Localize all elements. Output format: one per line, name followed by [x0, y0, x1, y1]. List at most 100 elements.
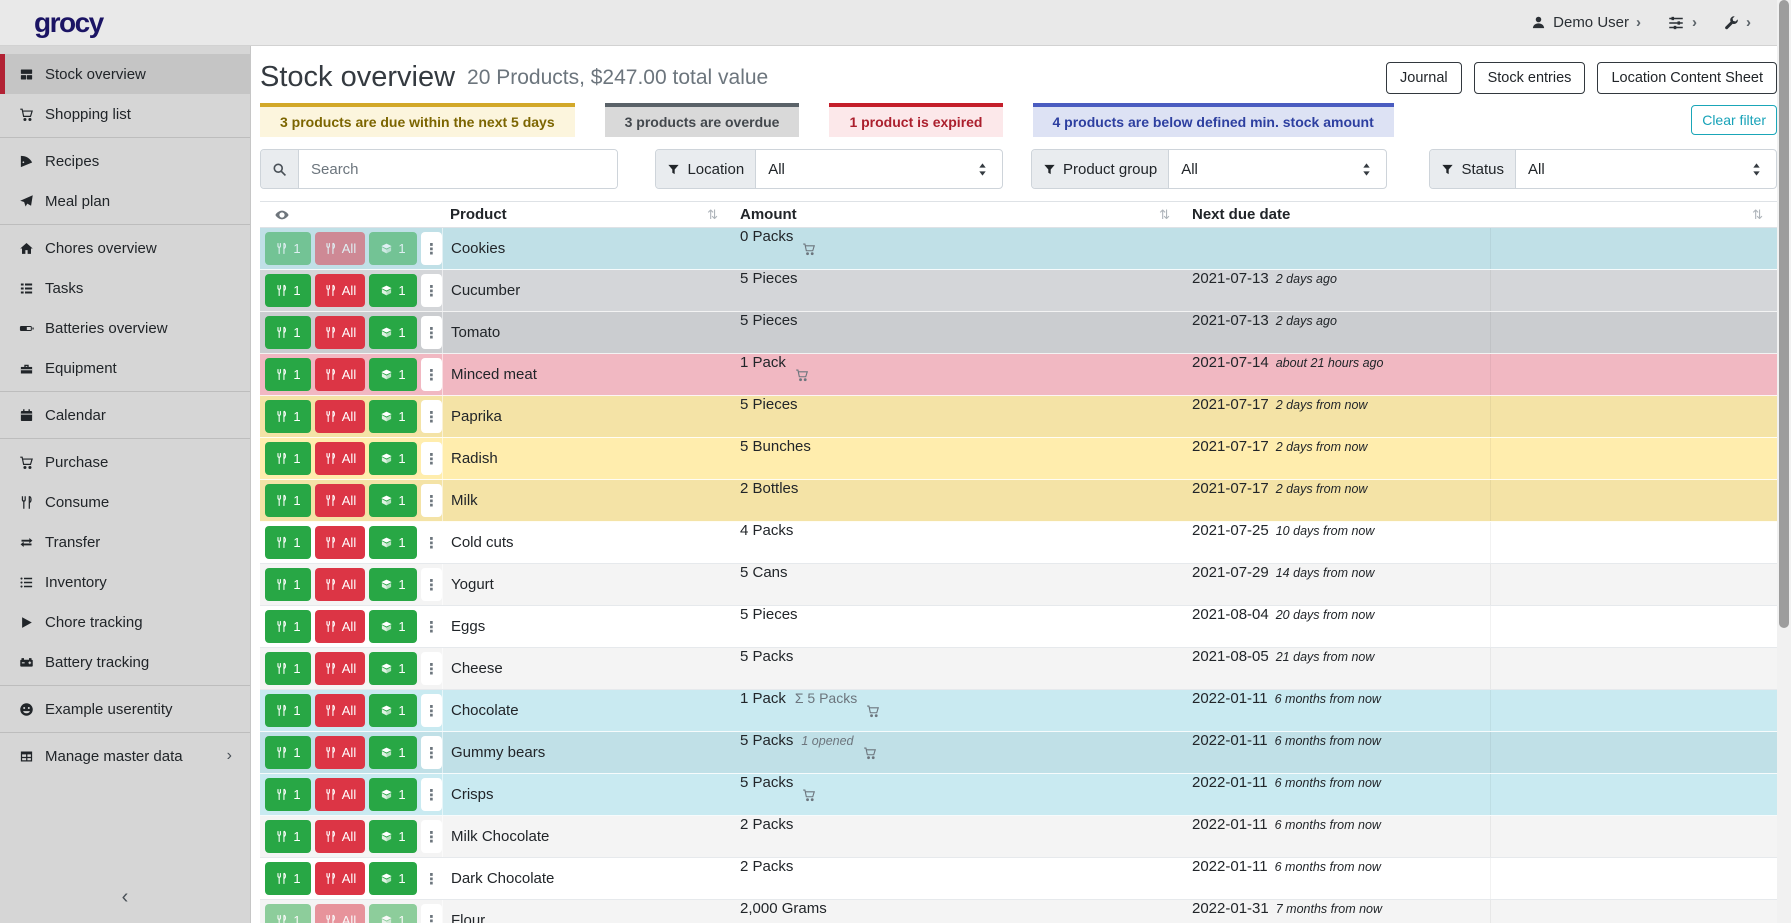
- row-menu-button[interactable]: ⋮: [421, 820, 442, 853]
- clear-filter-button[interactable]: Clear filter: [1691, 105, 1777, 135]
- sidebar-item-chores-overview[interactable]: Chores overview: [0, 228, 250, 268]
- open-one-button[interactable]: 1: [369, 904, 417, 923]
- sidebar-item-meal-plan[interactable]: Meal plan: [0, 181, 250, 221]
- consume-one-button[interactable]: 1: [265, 316, 311, 349]
- shopping-cart-icon[interactable]: [802, 788, 816, 802]
- sidebar-item-purchase[interactable]: Purchase: [0, 442, 250, 482]
- sidebar-item-shopping-list[interactable]: Shopping list: [0, 94, 250, 134]
- consume-all-button[interactable]: All: [315, 400, 365, 433]
- open-one-button[interactable]: 1: [369, 652, 417, 685]
- sidebar-collapse-button[interactable]: ‹: [0, 886, 250, 909]
- row-menu-button[interactable]: ⋮: [421, 400, 442, 433]
- consume-one-button[interactable]: 1: [265, 820, 311, 853]
- consume-all-button[interactable]: All: [315, 484, 365, 517]
- user-menu[interactable]: Demo User ›: [1531, 14, 1641, 31]
- consume-one-button[interactable]: 1: [265, 778, 311, 811]
- consume-one-button[interactable]: 1: [265, 526, 311, 559]
- row-menu-button[interactable]: ⋮: [421, 778, 442, 811]
- row-menu-button[interactable]: ⋮: [421, 568, 442, 601]
- consume-all-button[interactable]: All: [315, 862, 365, 895]
- sidebar-item-equipment[interactable]: Equipment: [0, 348, 250, 388]
- sidebar-item-consume[interactable]: Consume: [0, 482, 250, 522]
- consume-one-button[interactable]: 1: [265, 442, 311, 475]
- consume-one-button[interactable]: 1: [265, 484, 311, 517]
- consume-all-button[interactable]: All: [315, 904, 365, 923]
- row-menu-button[interactable]: ⋮: [421, 442, 442, 475]
- consume-all-button[interactable]: All: [315, 736, 365, 769]
- sidebar-item-manage-master-data[interactable]: Manage master data ›: [0, 736, 250, 776]
- admin-menu[interactable]: ›: [1723, 15, 1751, 31]
- sidebar-item-example-userentity[interactable]: Example userentity: [0, 689, 250, 729]
- consume-one-button[interactable]: 1: [265, 274, 311, 307]
- consume-one-button[interactable]: 1: [265, 610, 311, 643]
- sidebar-item-inventory[interactable]: Inventory: [0, 562, 250, 602]
- row-menu-button[interactable]: ⋮: [421, 232, 442, 265]
- consume-all-button[interactable]: All: [315, 610, 365, 643]
- expired-banner[interactable]: 1 product is expired: [829, 103, 1003, 137]
- consume-all-button[interactable]: All: [315, 232, 365, 265]
- open-one-button[interactable]: 1: [369, 442, 417, 475]
- shopping-cart-icon[interactable]: [866, 704, 880, 718]
- sidebar-item-chore-tracking[interactable]: Chore tracking: [0, 602, 250, 642]
- row-menu-button[interactable]: ⋮: [421, 694, 442, 727]
- next-due-date-column-header[interactable]: Next due date ⇅: [1192, 206, 1763, 223]
- consume-all-button[interactable]: All: [315, 694, 365, 727]
- consume-all-button[interactable]: All: [315, 526, 365, 559]
- journal-button[interactable]: Journal: [1386, 61, 1462, 94]
- consume-one-button[interactable]: 1: [265, 232, 311, 265]
- open-one-button[interactable]: 1: [369, 736, 417, 769]
- open-one-button[interactable]: 1: [369, 358, 417, 391]
- column-visibility-toggle[interactable]: [260, 207, 442, 223]
- sidebar-item-transfer[interactable]: Transfer: [0, 522, 250, 562]
- sidebar-item-tasks[interactable]: Tasks: [0, 268, 250, 308]
- row-menu-button[interactable]: ⋮: [421, 736, 442, 769]
- open-one-button[interactable]: 1: [369, 526, 417, 559]
- location-select[interactable]: All: [756, 150, 1002, 188]
- product-column-header[interactable]: Product ⇅: [450, 206, 718, 223]
- open-one-button[interactable]: 1: [369, 862, 417, 895]
- open-one-button[interactable]: 1: [369, 316, 417, 349]
- row-menu-button[interactable]: ⋮: [421, 862, 442, 895]
- sidebar-item-batteries-overview[interactable]: Batteries overview: [0, 308, 250, 348]
- open-one-button[interactable]: 1: [369, 232, 417, 265]
- open-one-button[interactable]: 1: [369, 820, 417, 853]
- consume-all-button[interactable]: All: [315, 358, 365, 391]
- location-content-sheet-button[interactable]: Location Content Sheet: [1597, 61, 1777, 94]
- open-one-button[interactable]: 1: [369, 610, 417, 643]
- settings-menu[interactable]: ›: [1667, 14, 1697, 32]
- consume-one-button[interactable]: 1: [265, 652, 311, 685]
- consume-one-button[interactable]: 1: [265, 694, 311, 727]
- consume-one-button[interactable]: 1: [265, 904, 311, 923]
- open-one-button[interactable]: 1: [369, 400, 417, 433]
- shopping-cart-icon[interactable]: [802, 242, 816, 256]
- amount-column-header[interactable]: Amount ⇅: [740, 206, 1170, 223]
- open-one-button[interactable]: 1: [369, 778, 417, 811]
- sidebar-item-stock-overview[interactable]: Stock overview: [0, 54, 250, 94]
- consume-one-button[interactable]: 1: [265, 568, 311, 601]
- sort-icon[interactable]: ⇅: [1159, 206, 1170, 222]
- consume-one-button[interactable]: 1: [265, 400, 311, 433]
- row-menu-button[interactable]: ⋮: [421, 316, 442, 349]
- open-one-button[interactable]: 1: [369, 274, 417, 307]
- consume-all-button[interactable]: All: [315, 778, 365, 811]
- consume-one-button[interactable]: 1: [265, 736, 311, 769]
- sidebar-item-battery-tracking[interactable]: Battery tracking: [0, 642, 250, 682]
- consume-all-button[interactable]: All: [315, 820, 365, 853]
- row-menu-button[interactable]: ⋮: [421, 652, 442, 685]
- open-one-button[interactable]: 1: [369, 484, 417, 517]
- row-menu-button[interactable]: ⋮: [421, 484, 442, 517]
- consume-all-button[interactable]: All: [315, 652, 365, 685]
- status-select[interactable]: All: [1516, 150, 1776, 188]
- due-soon-banner[interactable]: 3 products are due within the next 5 day…: [260, 103, 575, 137]
- stock-entries-button[interactable]: Stock entries: [1473, 61, 1586, 94]
- below-min-stock-banner[interactable]: 4 products are below defined min. stock …: [1032, 103, 1394, 137]
- open-one-button[interactable]: 1: [369, 694, 417, 727]
- overdue-banner[interactable]: 3 products are overdue: [604, 103, 800, 137]
- sidebar-item-recipes[interactable]: Recipes: [0, 141, 250, 181]
- open-one-button[interactable]: 1: [369, 568, 417, 601]
- consume-all-button[interactable]: All: [315, 274, 365, 307]
- row-menu-button[interactable]: ⋮: [421, 274, 442, 307]
- consume-all-button[interactable]: All: [315, 316, 365, 349]
- consume-all-button[interactable]: All: [315, 568, 365, 601]
- row-menu-button[interactable]: ⋮: [421, 526, 442, 559]
